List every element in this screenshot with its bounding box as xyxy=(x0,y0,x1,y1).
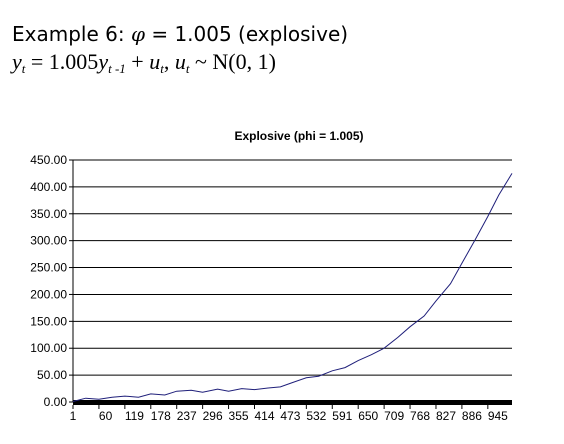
y-tick-label: 400.00 xyxy=(30,180,67,194)
y-tick-label: 350.00 xyxy=(30,207,67,221)
y-tick-label: 200.00 xyxy=(30,287,67,301)
x-tick-label: 1 xyxy=(70,409,77,423)
x-tick-label: 827 xyxy=(436,409,456,423)
x-tick-label: 355 xyxy=(229,409,249,423)
y-tick-label: 50.00 xyxy=(37,368,67,382)
title-suffix: = 1.005 (explosive) xyxy=(144,22,349,46)
x-tick-label: 237 xyxy=(177,409,197,423)
x-axis-bar xyxy=(73,400,512,405)
series-line xyxy=(72,173,513,402)
model-formula: yt = 1.005yt -1 + ut, ut ~ N(0, 1) xyxy=(12,48,276,83)
x-tick-label: 414 xyxy=(254,409,274,423)
x-tick-label: 709 xyxy=(384,409,404,423)
formula-coefficient: = 1.005 xyxy=(25,49,99,74)
x-tick-label: 650 xyxy=(358,409,378,423)
formula-distribution: ~ N(0, 1) xyxy=(189,49,276,74)
slide-title: Example 6: φ = 1.005 (explosive) xyxy=(12,22,348,46)
y-tick-label: 450.00 xyxy=(30,153,67,167)
x-tick-label: 178 xyxy=(151,409,171,423)
formula-lag-subscript: t -1 xyxy=(108,61,126,76)
formula-u-subscript: t xyxy=(160,61,164,76)
formula-u2: u xyxy=(174,49,186,74)
formula-t-subscript: t xyxy=(21,61,26,76)
y-axis-ticks: 0.00 50.00 100.00 150.00 200.00 250.00 300.00 3… xyxy=(30,153,73,409)
x-tick-label: 60 xyxy=(99,409,113,423)
grid-lines xyxy=(73,159,512,403)
x-tick-label: 296 xyxy=(203,409,223,423)
formula-u2-subscript: t xyxy=(185,61,190,76)
x-tick-label: 945 xyxy=(488,409,508,423)
y-tick-label: 250.00 xyxy=(30,261,67,275)
x-tick-label: 886 xyxy=(462,409,482,423)
y-tick-label: 150.00 xyxy=(30,314,67,328)
series-layer xyxy=(72,173,513,402)
formula-y: y xyxy=(12,49,22,74)
phi-symbol: φ xyxy=(130,22,145,46)
y-tick-label: 100.00 xyxy=(30,341,67,355)
x-tick-label: 119 xyxy=(125,409,144,423)
title-prefix: Example 6: xyxy=(12,22,131,46)
x-axis-ticks: 1 60 119 178 237 296 355 414 473 532 591 650 709 768 8… xyxy=(70,405,508,423)
formula-u: u xyxy=(149,49,161,74)
chart-title: Explosive (phi = 1.005) xyxy=(234,129,363,143)
y-tick-label: 300.00 xyxy=(30,234,67,248)
x-tick-label: 591 xyxy=(332,409,352,423)
x-tick-label: 473 xyxy=(280,409,300,423)
x-tick-label: 532 xyxy=(306,409,326,423)
formula-comma: , xyxy=(163,49,175,74)
formula-plus: + xyxy=(125,49,150,74)
y-tick-label: 0.00 xyxy=(44,395,68,409)
formula-y-lag: y xyxy=(98,49,109,74)
x-tick-label: 768 xyxy=(410,409,430,423)
